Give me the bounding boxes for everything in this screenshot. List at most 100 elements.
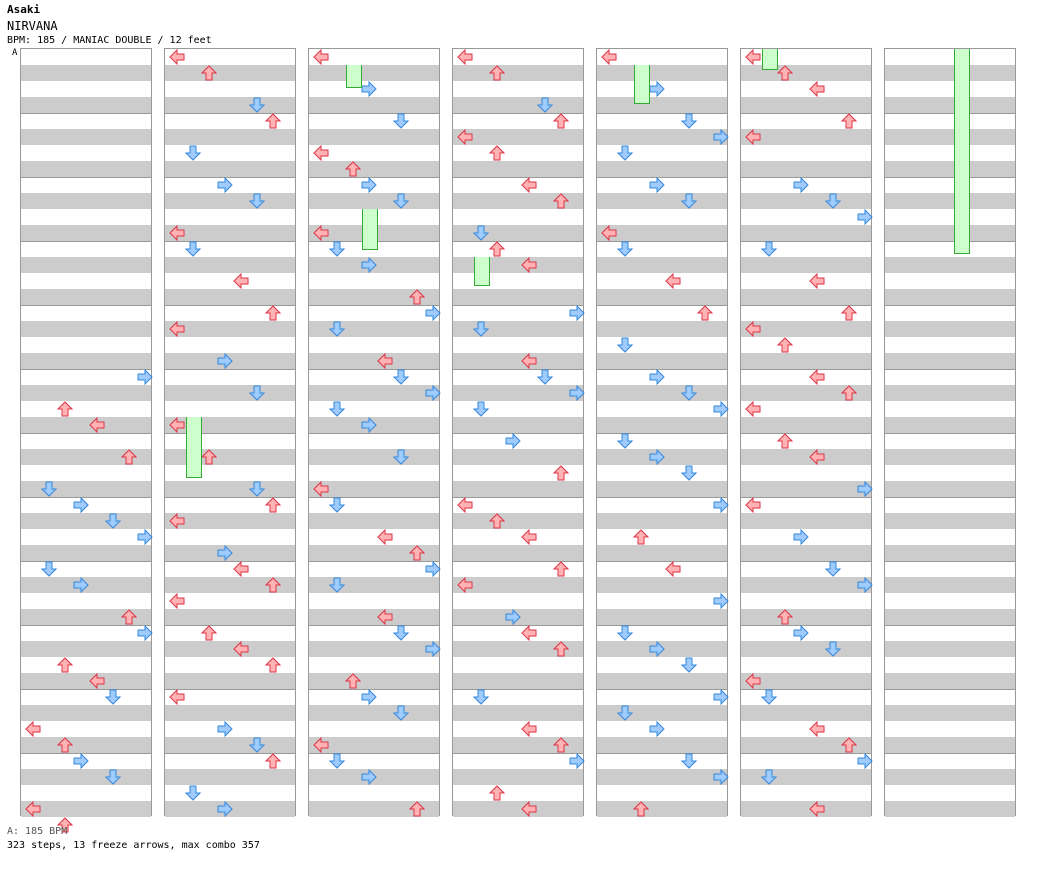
measure-line — [309, 497, 439, 498]
measure-line — [597, 497, 727, 498]
beat-band — [741, 225, 871, 241]
right-arrow — [857, 208, 873, 226]
left-arrow — [745, 672, 761, 690]
measure-line — [597, 113, 727, 114]
up-arrow — [344, 161, 362, 177]
down-arrow — [680, 385, 698, 401]
down-arrow — [328, 753, 346, 769]
down-arrow — [248, 385, 266, 401]
beat-band — [165, 225, 295, 241]
left-arrow — [809, 448, 825, 466]
down-arrow — [616, 241, 634, 257]
down-arrow — [392, 113, 410, 129]
beat-band — [741, 513, 871, 529]
left-arrow — [169, 416, 185, 434]
left-arrow — [809, 720, 825, 738]
beat-band — [165, 769, 295, 785]
right-arrow — [217, 352, 233, 370]
up-arrow — [264, 577, 282, 593]
beat-band — [453, 641, 583, 657]
up-arrow — [488, 513, 506, 529]
right-arrow — [713, 496, 729, 514]
beat-band — [165, 97, 295, 113]
measure-line — [453, 625, 583, 626]
beat-band — [597, 481, 727, 497]
beat-band — [21, 193, 151, 209]
beat-band — [453, 417, 583, 433]
up-arrow — [120, 449, 138, 465]
measure-line — [885, 305, 1015, 306]
beat-band — [165, 641, 295, 657]
beat-band — [741, 481, 871, 497]
measure-line — [885, 689, 1015, 690]
right-arrow — [361, 80, 377, 98]
measure-line — [597, 433, 727, 434]
right-arrow — [649, 368, 665, 386]
measure-line — [453, 753, 583, 754]
measure-line — [741, 369, 871, 370]
beat-band — [741, 417, 871, 433]
up-arrow — [776, 337, 794, 353]
right-arrow — [361, 688, 377, 706]
right-arrow — [713, 688, 729, 706]
right-arrow — [217, 176, 233, 194]
beat-band — [597, 129, 727, 145]
down-arrow — [824, 641, 842, 657]
beat-band — [165, 705, 295, 721]
beat-band — [597, 545, 727, 561]
beat-band — [885, 257, 1015, 273]
down-arrow — [40, 561, 58, 577]
beat-band — [597, 257, 727, 273]
beat-band — [741, 737, 871, 753]
left-arrow — [745, 48, 761, 66]
measure-line — [885, 561, 1015, 562]
right-arrow — [73, 496, 89, 514]
right-arrow — [361, 768, 377, 786]
measure-line — [885, 113, 1015, 114]
measure-line — [741, 561, 871, 562]
measure-line — [741, 241, 871, 242]
measure-line — [165, 433, 295, 434]
up-arrow — [776, 433, 794, 449]
beat-band — [741, 545, 871, 561]
measure-line — [309, 561, 439, 562]
up-arrow — [488, 145, 506, 161]
right-arrow — [649, 80, 665, 98]
beat-band — [741, 385, 871, 401]
up-arrow — [552, 737, 570, 753]
measure-line — [165, 369, 295, 370]
up-arrow — [840, 385, 858, 401]
left-arrow — [601, 48, 617, 66]
beat-band — [309, 449, 439, 465]
right-arrow — [713, 592, 729, 610]
measure-line — [21, 305, 151, 306]
right-arrow — [713, 768, 729, 786]
measure-line — [453, 497, 583, 498]
beat-band — [885, 417, 1015, 433]
beat-band — [165, 481, 295, 497]
down-arrow — [472, 321, 490, 337]
down-arrow — [616, 705, 634, 721]
down-arrow — [824, 561, 842, 577]
beat-band — [453, 673, 583, 689]
chart-column — [884, 48, 1016, 817]
beat-band — [309, 65, 439, 81]
up-arrow — [56, 817, 74, 833]
beat-band — [597, 801, 727, 817]
measure-line — [597, 305, 727, 306]
beat-band — [21, 513, 151, 529]
beat-band — [741, 161, 871, 177]
beat-band — [741, 609, 871, 625]
beat-band — [597, 97, 727, 113]
measure-line — [741, 753, 871, 754]
right-arrow — [217, 544, 233, 562]
right-arrow — [857, 480, 873, 498]
freeze-arrow — [954, 49, 970, 254]
beat-band — [453, 769, 583, 785]
down-arrow — [328, 577, 346, 593]
beat-band — [885, 193, 1015, 209]
up-arrow — [408, 545, 426, 561]
beat-band — [885, 737, 1015, 753]
measure-line — [453, 113, 583, 114]
down-arrow — [328, 497, 346, 513]
